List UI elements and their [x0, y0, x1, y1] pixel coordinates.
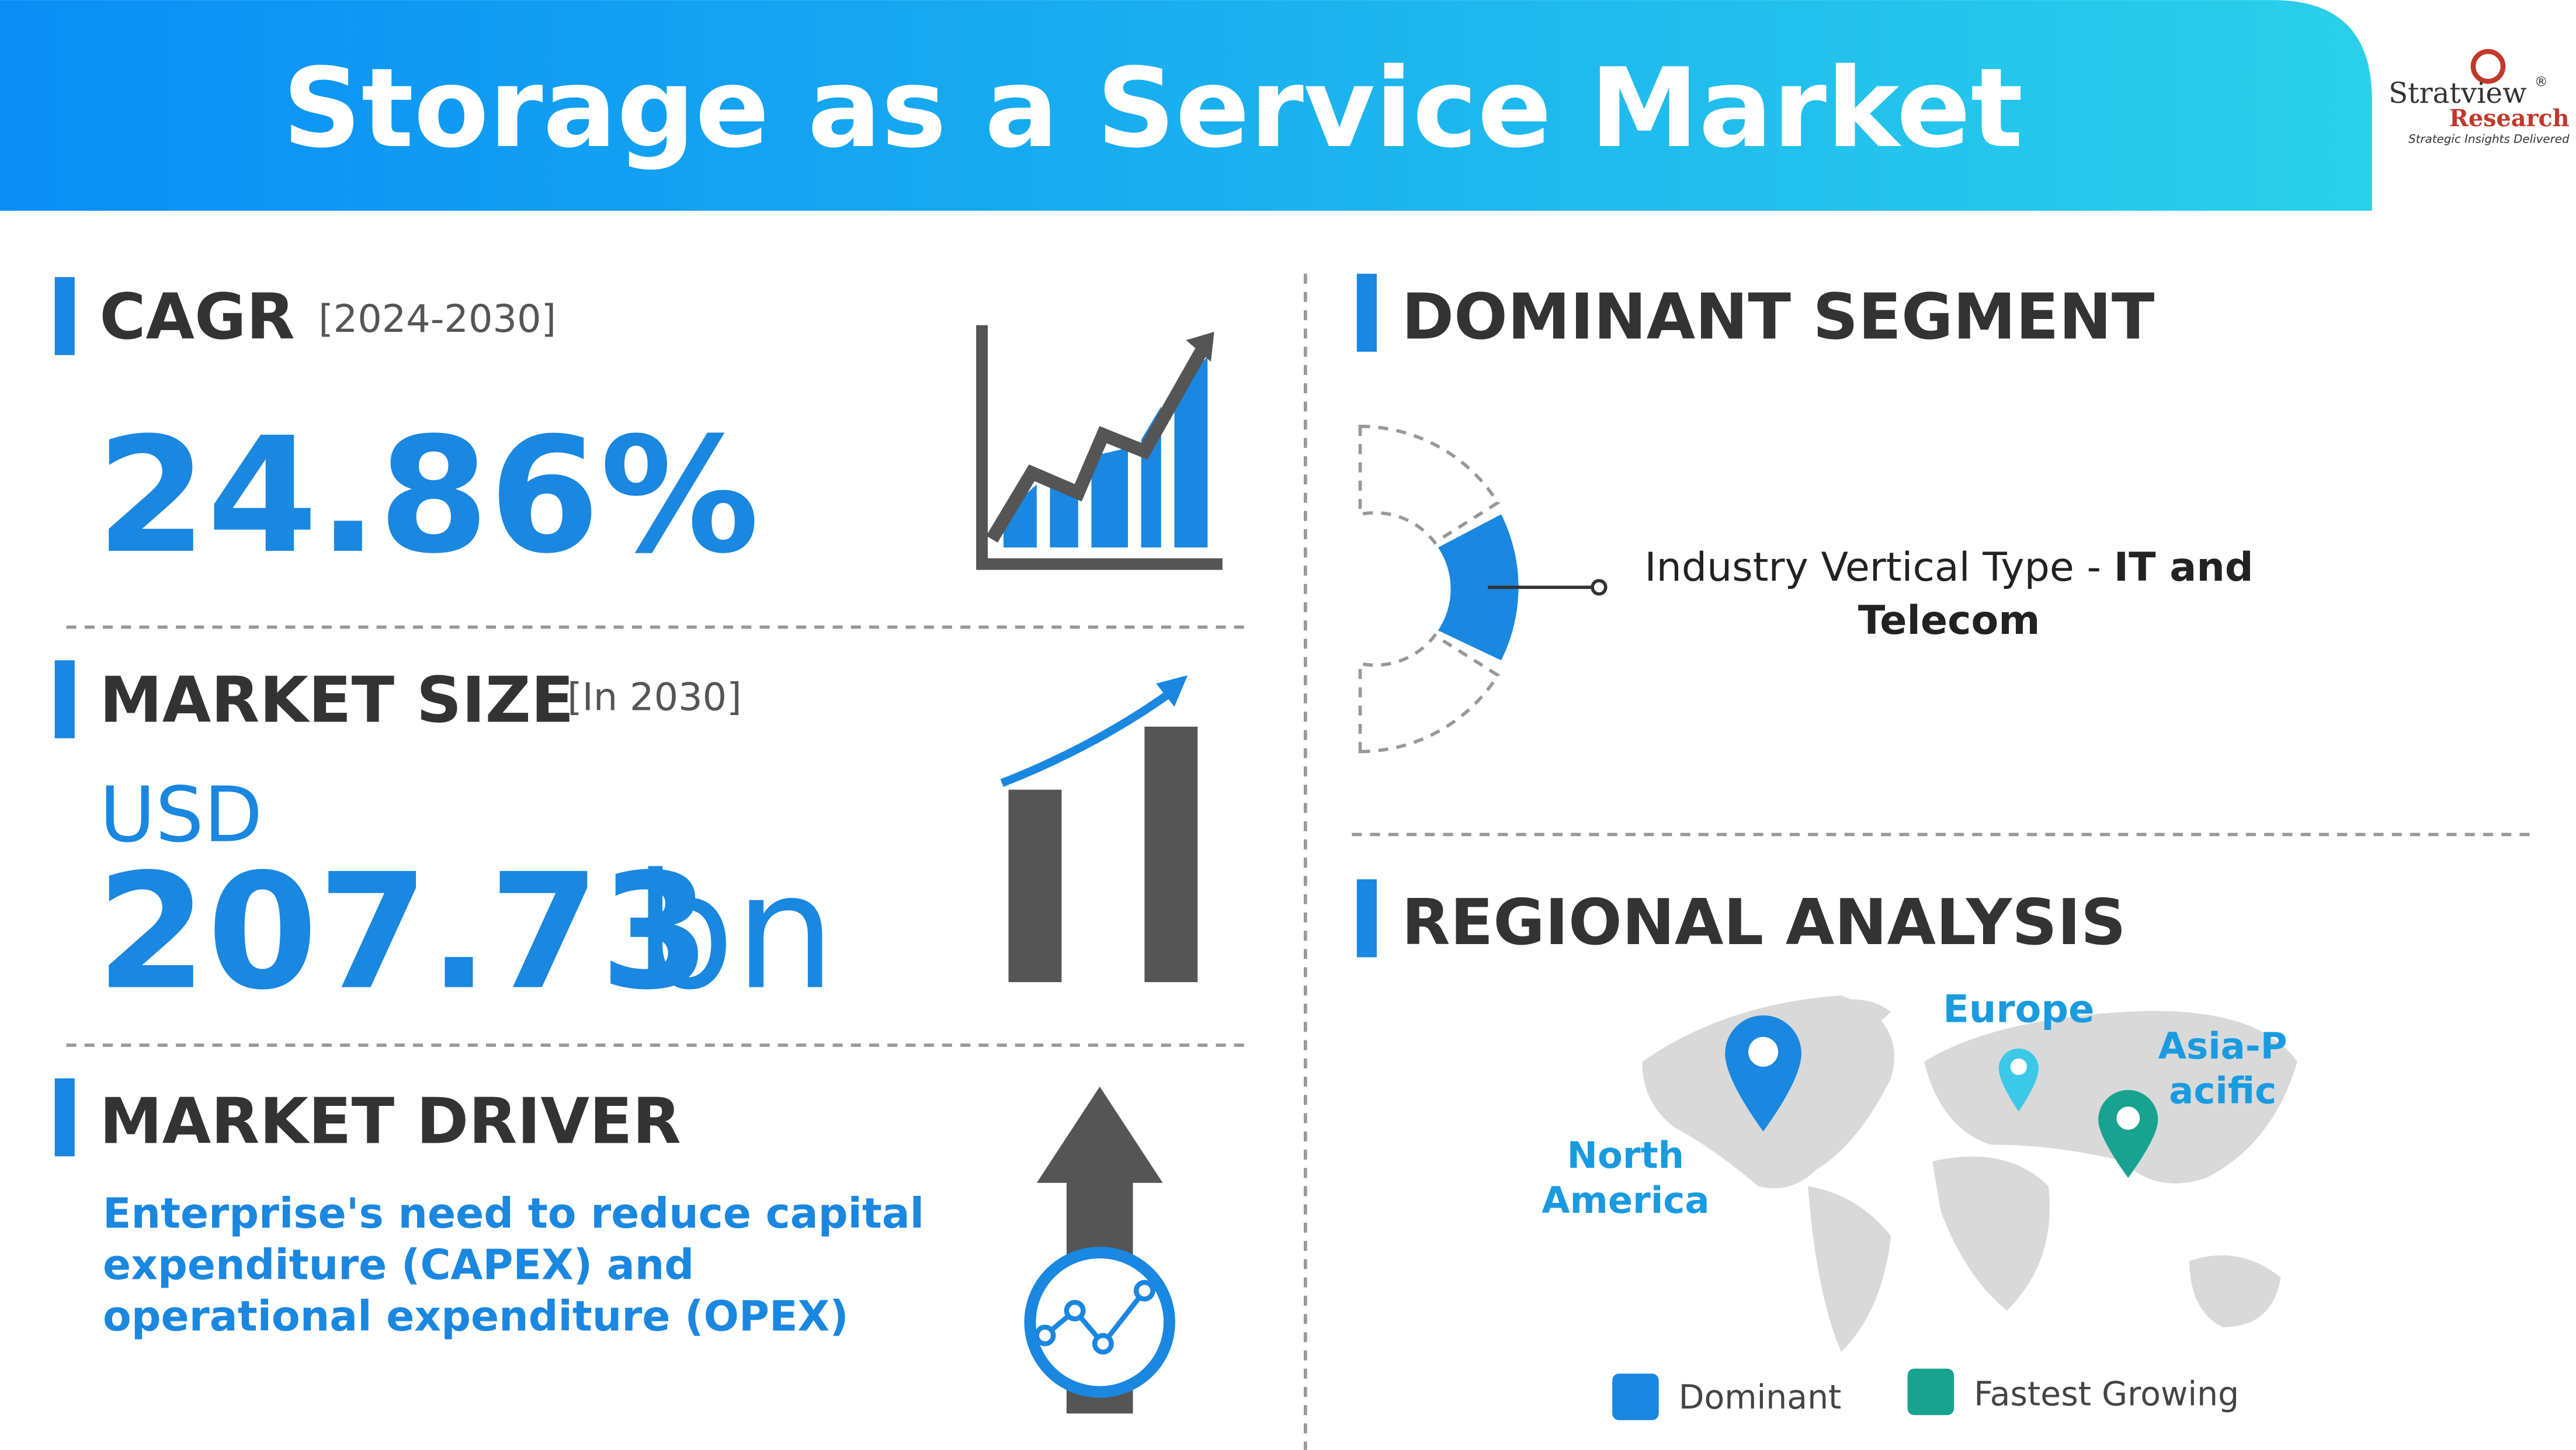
market-size-unit: bn	[634, 840, 836, 1025]
driver-icon	[1024, 1087, 1175, 1414]
region-box: North America	[1542, 1136, 1710, 1223]
logo-tagline: Strategic Insights Delivered	[2408, 132, 2570, 145]
legend-label: Fastest Growing	[1974, 1375, 2239, 1413]
segment-arcs	[1358, 425, 1608, 754]
driver-box: Enterprise's need to reduce capital expe…	[103, 1189, 925, 1341]
logo-mark: ®	[2535, 75, 2548, 90]
segment-label: DOMINANT SEGMENT	[1402, 280, 2155, 353]
cagr-value: 24.86%	[96, 404, 759, 589]
market-size-label: MARKET SIZE	[99, 664, 574, 737]
logo-name: Stratview	[2388, 77, 2526, 110]
accent-bar	[1356, 273, 1377, 352]
logo-sub: Research	[2449, 105, 2570, 132]
accent-bar	[54, 277, 75, 355]
cagr-period: [2024-2030]	[318, 297, 556, 341]
market-size-value: 207.73	[96, 840, 711, 1025]
segment-text-wrap: Industry Vertical Type - IT and Telecom	[1609, 541, 2289, 647]
segment-highlight: IT and Telecom	[1858, 544, 2254, 644]
regional-label: REGIONAL ANALYSIS	[1402, 886, 2126, 959]
logo: Stratview ® Research Strategic Insights …	[2388, 48, 2570, 145]
accent-bar	[54, 1078, 75, 1157]
driver-text: Enterprise's need to reduce capital expe…	[103, 1189, 925, 1341]
growth-chart-icon	[976, 325, 1223, 570]
segment-text: Industry Vertical Type -	[1644, 544, 2114, 591]
accent-bar	[54, 660, 75, 738]
cagr-label: CAGR	[99, 280, 294, 353]
segment-box: Industry Vertical Type - IT and Telecom	[1609, 541, 2289, 647]
market-driver-label: MARKET DRIVER	[99, 1085, 681, 1158]
legend-label: Dominant	[1679, 1378, 1842, 1417]
logo-icon	[2470, 48, 2506, 84]
region-label: North America	[1542, 1136, 1710, 1223]
market-size-period: [In 2030]	[567, 675, 742, 719]
title: Storage as a Service Market	[283, 45, 2023, 172]
accent-bar	[1356, 879, 1377, 958]
market-size-currency: USD	[99, 771, 262, 859]
region-box: Asia-Pacific	[2158, 1026, 2287, 1113]
header-band	[0, 0, 2372, 211]
map-pins	[1725, 1015, 2158, 1178]
legend-swatch	[1612, 1373, 1659, 1420]
legend-swatch	[1907, 1368, 1954, 1416]
region-label: Europe	[1943, 987, 2094, 1031]
bar-icon	[1000, 675, 1198, 983]
region-label: Asia-Pacific	[2158, 1026, 2287, 1113]
